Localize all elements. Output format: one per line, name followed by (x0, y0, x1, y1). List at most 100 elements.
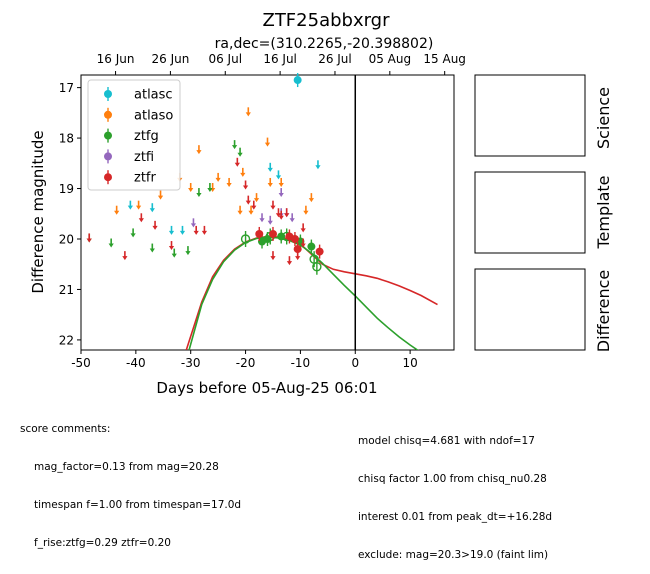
upper-limit-marker (278, 210, 284, 220)
x-tick-label: -10 (291, 356, 311, 370)
upper-limit-head (149, 248, 155, 253)
legend-label: atlasc (134, 88, 173, 103)
chart-subtitle: ra,dec=(310.2265,-20.398802) (215, 36, 434, 52)
score-comment-line: f_rise:ztfg=0.29 ztfr=0.20 (34, 536, 171, 549)
upper-limit-marker (278, 177, 284, 187)
template-frame (474, 171, 586, 254)
upper-limit-head (300, 243, 306, 248)
upper-limit-marker (300, 223, 306, 233)
upper-limit-head (234, 162, 240, 167)
upper-limit-marker (193, 225, 199, 235)
upper-limit-marker (108, 238, 114, 248)
upper-limit-marker (196, 145, 202, 155)
upper-limit-head (308, 198, 314, 203)
upper-limit-head (188, 188, 194, 193)
legend-label: ztfr (134, 171, 156, 186)
open-data-point (312, 262, 322, 272)
upper-limit-head (245, 200, 251, 205)
legend-label: ztfg (134, 129, 159, 144)
upper-limit-marker (188, 183, 194, 193)
top-tick-label: 06 Jul (208, 52, 242, 66)
difference-panel: Difference (474, 268, 613, 352)
y-tick-label: 19 (59, 182, 74, 196)
upper-limit-head (253, 198, 260, 203)
upper-limit-head (270, 205, 276, 210)
upper-limit-marker (303, 205, 309, 215)
upper-limit-head (278, 215, 284, 220)
model-info: model chisq=4.681 with ndof=17 chisq fac… (358, 410, 552, 574)
upper-limit-head (242, 185, 249, 190)
top-tick-label: 16 Jun (97, 52, 135, 66)
difference-label: Difference (594, 270, 613, 352)
upper-limit-head (215, 177, 221, 182)
upper-limit-marker (127, 200, 133, 210)
data-point (290, 234, 299, 243)
upper-limit-head (300, 228, 306, 233)
plot-area (80, 74, 455, 351)
upper-limit-head (289, 218, 295, 223)
x-axis-label: Days before 05-Aug-25 06:01 (156, 379, 377, 397)
upper-limit-marker (135, 200, 142, 210)
upper-limit-head (190, 223, 197, 228)
upper-limit-marker (267, 215, 273, 225)
upper-limit-head (196, 150, 202, 155)
upper-limit-head (152, 225, 158, 230)
upper-limit-head (193, 230, 199, 235)
data-point (268, 229, 277, 238)
upper-limit-marker (284, 208, 290, 218)
top-tick-label: 26 Jun (151, 52, 189, 66)
upper-limit-marker (245, 107, 251, 117)
upper-limit-head (122, 256, 128, 261)
upper-limit-marker (267, 162, 273, 172)
upper-limit-head (270, 256, 276, 261)
upper-limit-head (237, 210, 243, 215)
upper-limit-head (245, 112, 251, 117)
score-comments: score comments: mag_factor=0.13 from mag… (20, 398, 241, 562)
upper-limit-marker (237, 147, 243, 157)
upper-limit-head (157, 195, 164, 200)
legend: atlasc atlaso ztfg ztfi ztfr (87, 79, 181, 191)
model-info-line: interest 0.01 from peak_dt=+16.28d (358, 510, 553, 523)
upper-limit-head (226, 182, 232, 187)
upper-limit-head (284, 213, 290, 218)
upper-limit-marker (185, 246, 191, 256)
upper-limit-marker (152, 220, 158, 230)
chart-title: ZTF25abbxrgr (262, 10, 390, 31)
upper-limit-marker (253, 193, 260, 203)
upper-limit-marker (264, 137, 271, 147)
x-tick-label: -20 (236, 356, 256, 370)
upper-limit-marker (270, 251, 276, 261)
upper-limit-head (114, 210, 120, 215)
upper-limit-head (108, 243, 114, 248)
science-panel: Science (474, 74, 613, 157)
upper-limit-head (286, 261, 293, 266)
upper-limit-head (275, 213, 282, 218)
model-info-line: model chisq=4.681 with ndof=17 (358, 435, 535, 448)
score-comment-line: mag_factor=0.13 from mag=20.28 (34, 460, 219, 473)
upper-limit-head (231, 145, 238, 150)
upper-limit-head (248, 210, 254, 215)
upper-limit-head (267, 167, 273, 172)
y-tick-label: 20 (59, 232, 74, 246)
upper-limit-head (86, 238, 92, 243)
upper-limit-marker (114, 205, 120, 215)
upper-limit-marker (286, 256, 293, 266)
upper-limit-marker (210, 183, 216, 193)
upper-limit-head (278, 193, 284, 198)
upper-limit-marker (149, 243, 155, 253)
top-tick-label: 16 Jul (263, 52, 297, 66)
legend-marker (104, 90, 112, 98)
template-label: Template (594, 175, 613, 249)
plot-frame (80, 74, 455, 351)
upper-limit-marker (315, 160, 321, 170)
x-tick-label: 10 (402, 356, 417, 370)
upper-limit-head (149, 208, 155, 213)
upper-limit-marker (86, 233, 92, 243)
x-tick-label: -50 (71, 356, 91, 370)
data-point (293, 245, 302, 254)
legend-marker (104, 110, 112, 119)
upper-limit-marker (179, 225, 186, 235)
upper-limit-head (237, 152, 243, 157)
upper-limit-marker (190, 218, 197, 228)
upper-limit-head (278, 182, 284, 187)
